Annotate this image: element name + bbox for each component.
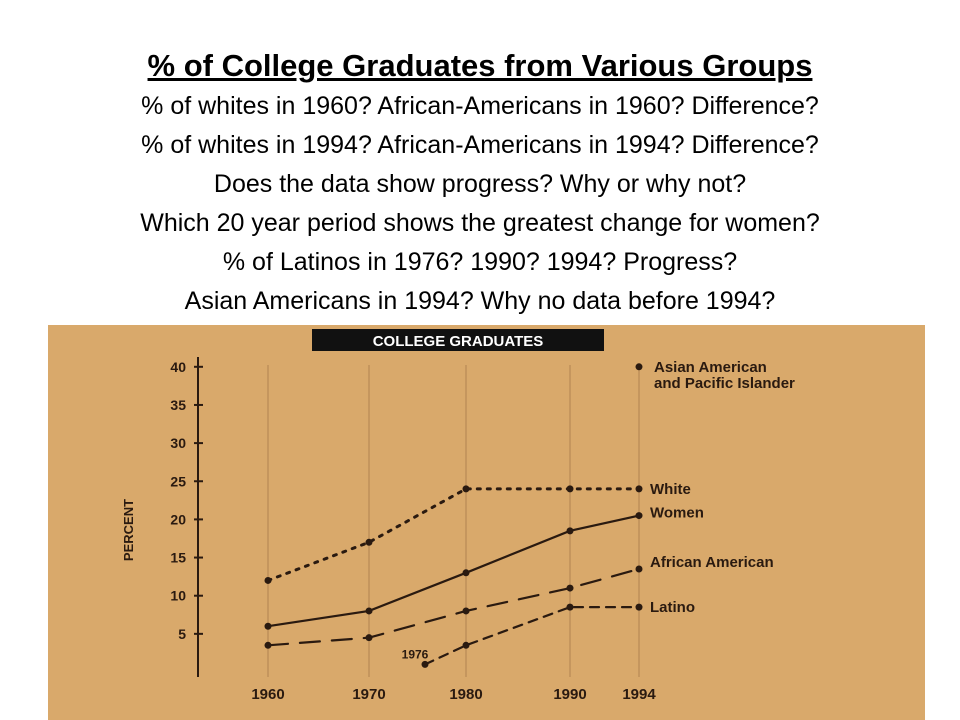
annotation-label: 1976 bbox=[402, 647, 429, 661]
data-point bbox=[566, 485, 574, 493]
question-line: % of whites in 1994? African-Americans i… bbox=[141, 131, 819, 159]
data-point bbox=[365, 634, 373, 642]
data-point bbox=[566, 527, 574, 535]
series-label: Latino bbox=[650, 599, 695, 616]
data-point bbox=[635, 565, 643, 573]
y-tick-label: 15 bbox=[170, 550, 186, 566]
data-point bbox=[566, 603, 574, 611]
data-point bbox=[635, 363, 643, 371]
x-tick-label: 1980 bbox=[449, 686, 482, 703]
axes: 5 10 15 20 25 30 35 40 1960 1970 1980 1990 1994 bbox=[170, 357, 656, 703]
x-tick-label: 1960 bbox=[251, 686, 284, 703]
series-label: and Pacific Islander bbox=[654, 375, 795, 392]
series-label: Asian American bbox=[654, 359, 767, 376]
y-tick-label: 5 bbox=[178, 626, 186, 642]
labels: White Women African American Latino Asian Am… bbox=[402, 359, 795, 662]
x-tick-label: 1970 bbox=[352, 686, 385, 703]
question-line: % of Latinos in 1976? 1990? 1994? Progre… bbox=[222, 248, 738, 276]
question-line: Does the data show progress? Why or why … bbox=[213, 170, 747, 198]
data-point bbox=[635, 603, 643, 611]
line-chart: COLLEGE GRADUATES PERCENT 5 10 15 20 25 30 35 4… bbox=[48, 325, 925, 720]
question-line: % of whites in 1960? African-Americans i… bbox=[141, 92, 819, 120]
data-point bbox=[264, 641, 272, 649]
series-label: African American bbox=[650, 554, 774, 571]
y-tick-label: 25 bbox=[170, 473, 186, 489]
question-line: Which 20 year period shows the greatest … bbox=[140, 209, 820, 237]
slide-title: % of College Graduates from Various Grou… bbox=[147, 48, 813, 83]
series-line bbox=[423, 606, 641, 666]
y-tick-label: 30 bbox=[170, 435, 186, 451]
y-tick-label: 20 bbox=[170, 511, 186, 527]
chart-photo: COLLEGE GRADUATES PERCENT 5 10 15 20 25 30 35 4… bbox=[48, 325, 925, 720]
y-tick-label: 10 bbox=[170, 588, 186, 604]
chart-title-band bbox=[312, 329, 604, 351]
question-line: Asian Americans in 1994? Why no data bef… bbox=[184, 287, 776, 315]
chart-background bbox=[48, 325, 925, 720]
y-tick-label: 40 bbox=[170, 359, 186, 375]
series-label: Women bbox=[650, 505, 704, 522]
y-axis-label: PERCENT bbox=[121, 499, 136, 561]
data-point bbox=[566, 584, 574, 592]
data-point bbox=[365, 538, 373, 546]
data-point bbox=[462, 641, 470, 649]
chart-title: COLLEGE GRADUATES bbox=[373, 333, 544, 350]
x-tick-label: 1994 bbox=[622, 686, 656, 703]
data-point bbox=[264, 622, 272, 630]
data-point bbox=[264, 576, 272, 584]
data-point bbox=[421, 660, 429, 668]
x-tick-label: 1990 bbox=[553, 686, 586, 703]
series-lines bbox=[264, 363, 643, 668]
data-point bbox=[462, 607, 470, 615]
data-point bbox=[635, 512, 643, 520]
data-point bbox=[462, 485, 470, 493]
data-point bbox=[365, 607, 373, 615]
data-point bbox=[635, 485, 643, 493]
y-tick-label: 35 bbox=[170, 397, 186, 413]
data-point bbox=[462, 569, 470, 577]
series-label: White bbox=[650, 481, 691, 498]
